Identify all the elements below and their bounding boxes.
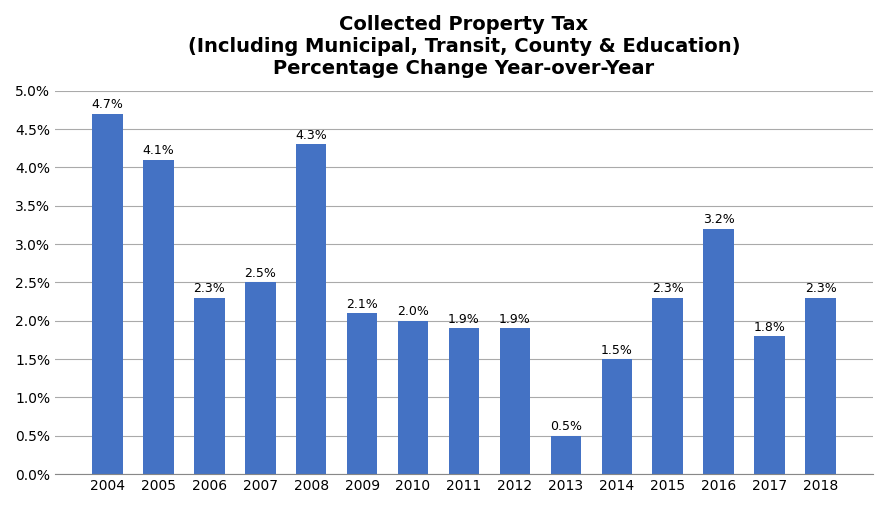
Text: 2.3%: 2.3% (194, 282, 226, 296)
Text: 4.7%: 4.7% (91, 99, 123, 111)
Text: 0.5%: 0.5% (550, 421, 582, 433)
Text: 3.2%: 3.2% (702, 213, 734, 227)
Bar (551, 436, 581, 474)
Bar (703, 229, 734, 474)
Text: 4.3%: 4.3% (296, 129, 327, 142)
Text: 2.1%: 2.1% (346, 298, 378, 311)
Text: 1.5%: 1.5% (601, 344, 633, 357)
Text: 4.1%: 4.1% (142, 144, 174, 157)
Text: 2.3%: 2.3% (805, 282, 836, 296)
Text: 2.5%: 2.5% (244, 267, 276, 280)
Bar (347, 313, 377, 474)
Bar (653, 298, 683, 474)
Text: 2.3%: 2.3% (652, 282, 684, 296)
Bar (245, 282, 275, 474)
Bar (296, 144, 327, 474)
Bar (805, 298, 836, 474)
Bar (398, 321, 428, 474)
Text: 1.8%: 1.8% (754, 321, 786, 334)
Bar (92, 114, 123, 474)
Bar (754, 336, 785, 474)
Bar (601, 359, 632, 474)
Text: 1.9%: 1.9% (499, 313, 531, 326)
Title: Collected Property Tax
(Including Municipal, Transit, County & Education)
Percen: Collected Property Tax (Including Munici… (187, 15, 741, 78)
Bar (500, 328, 530, 474)
Text: 1.9%: 1.9% (448, 313, 480, 326)
Bar (194, 298, 225, 474)
Text: 2.0%: 2.0% (397, 305, 429, 319)
Bar (143, 160, 174, 474)
Bar (448, 328, 480, 474)
